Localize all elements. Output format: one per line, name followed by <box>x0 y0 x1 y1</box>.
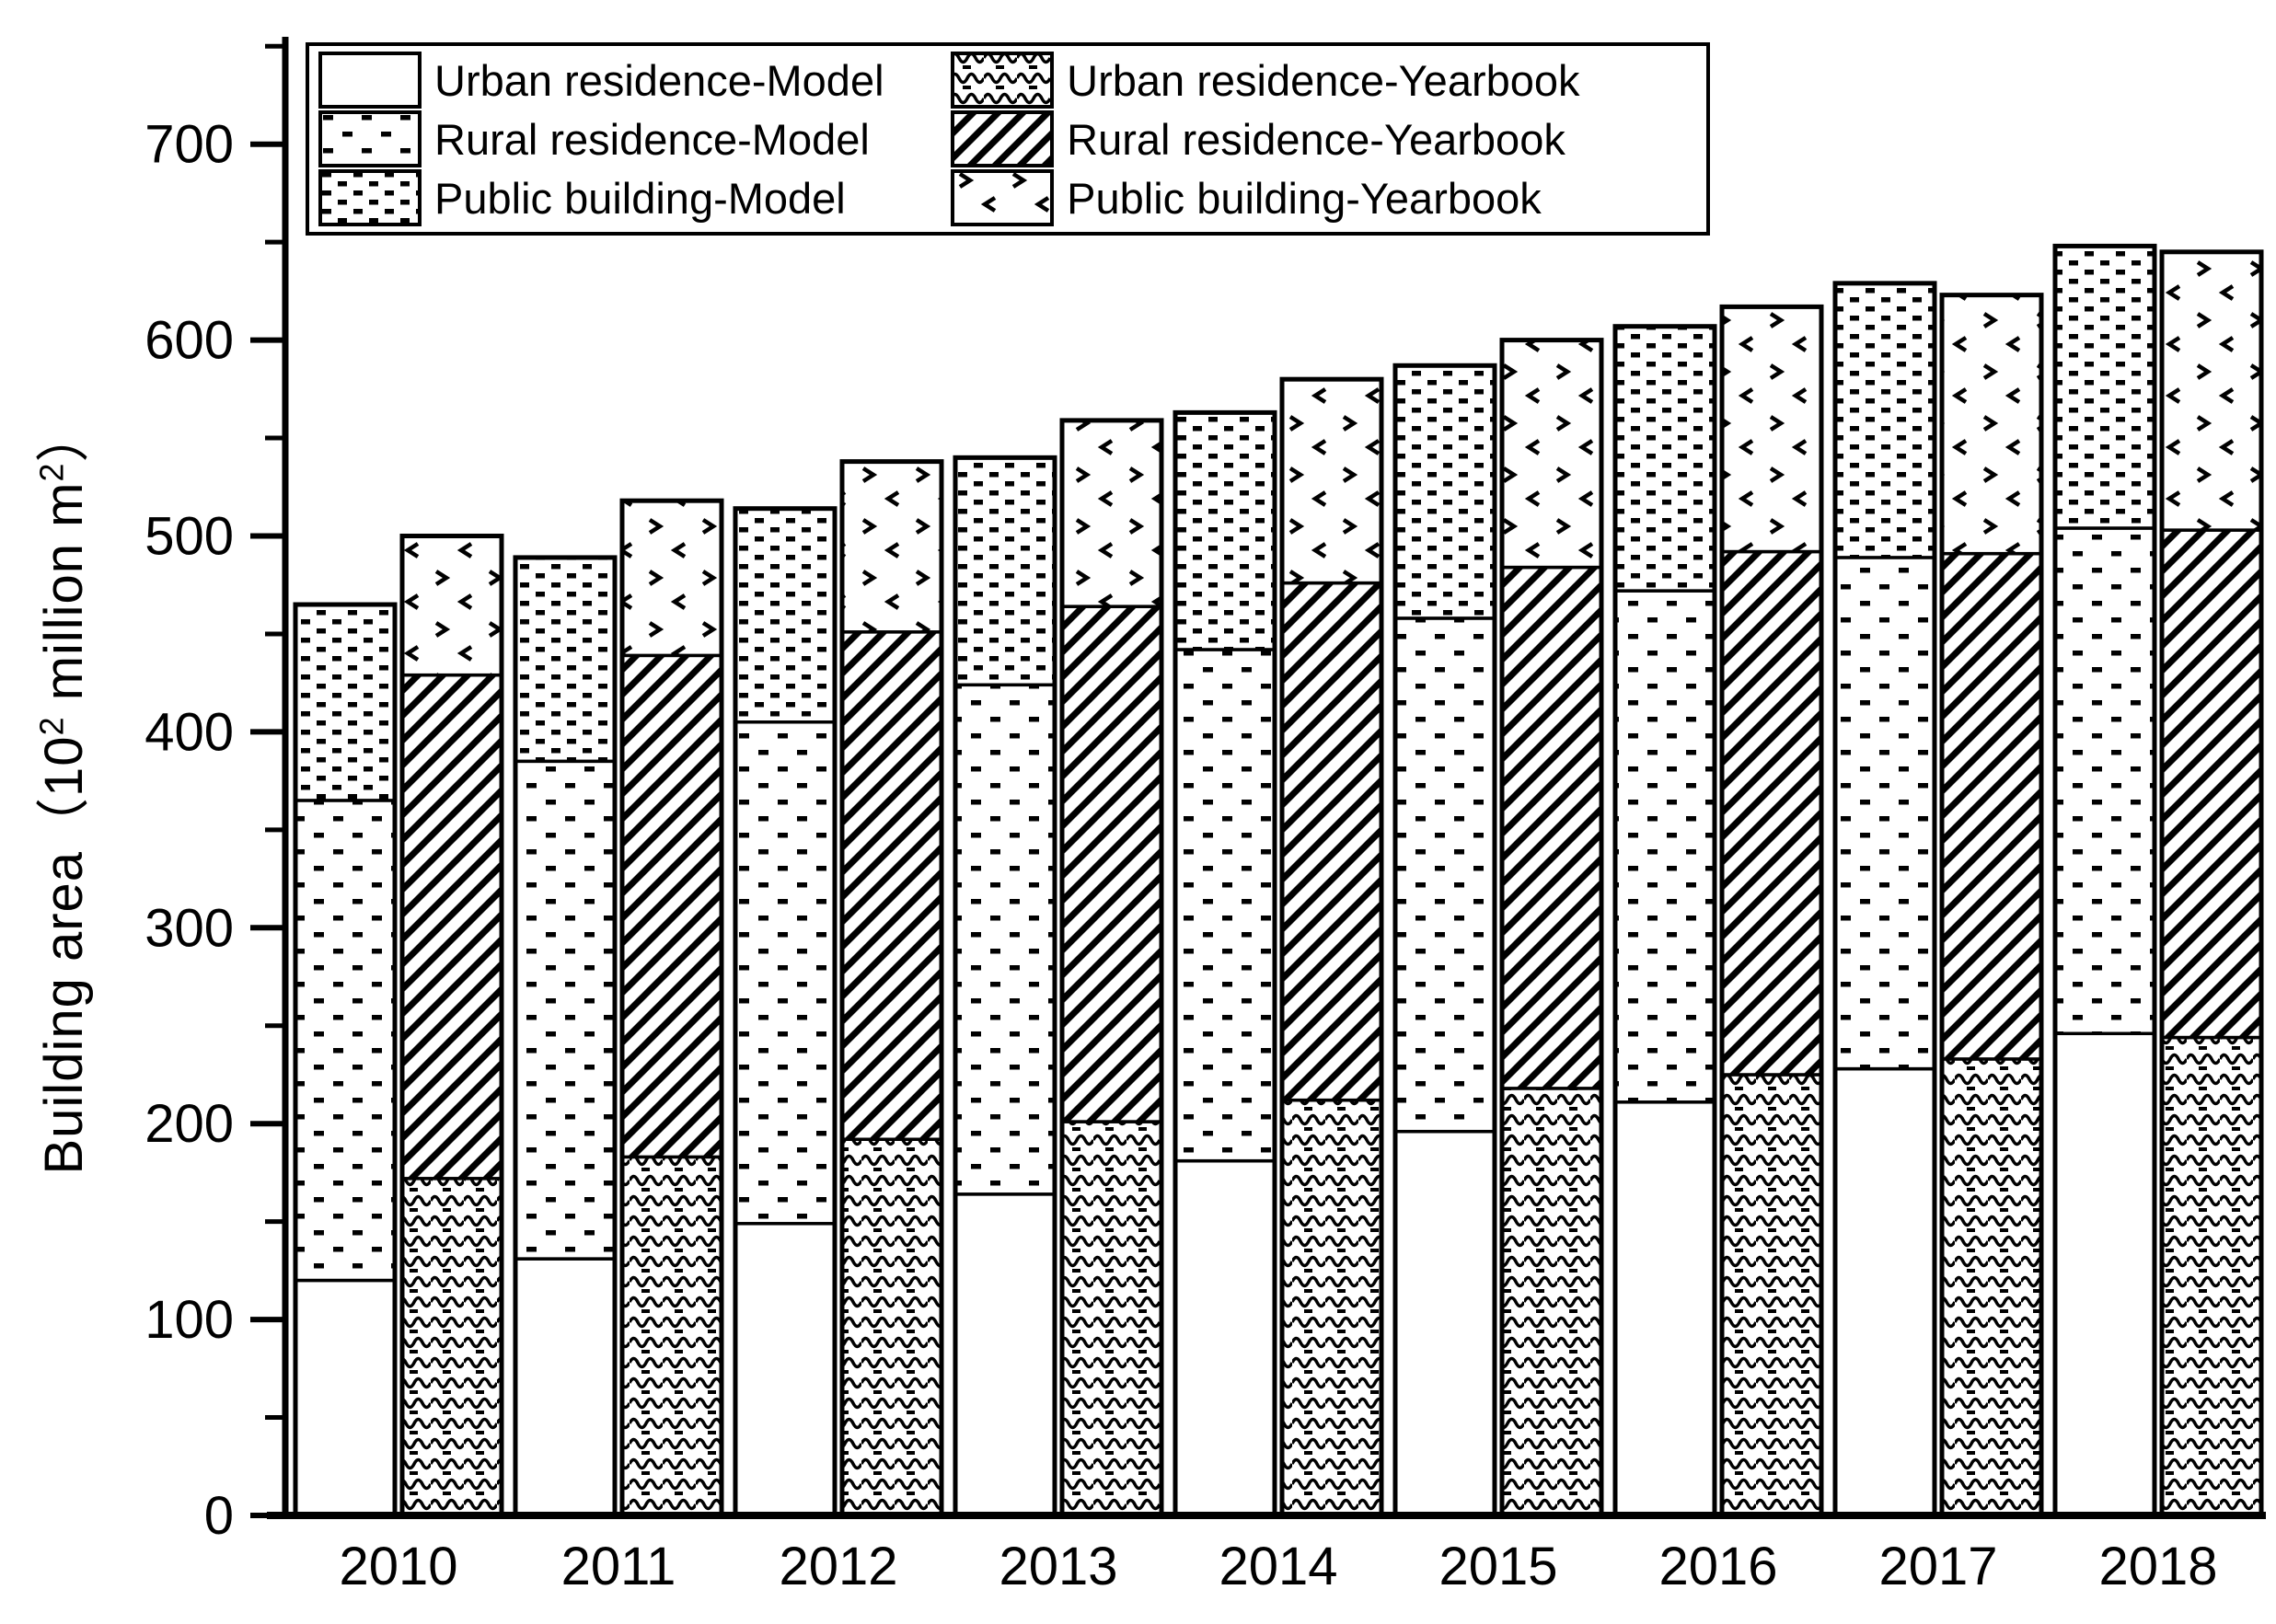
bar-segment <box>953 455 1057 687</box>
bar-segment <box>953 1192 1057 1517</box>
legend-item-rural-residence-model: Rural residence-Model <box>318 110 951 167</box>
x-tick-label: 2018 <box>2098 1537 2217 1596</box>
x-tick-label: 2015 <box>1438 1537 1557 1596</box>
bar-segment <box>1613 1100 1716 1517</box>
bar-segment <box>620 1155 723 1517</box>
bar-segment <box>1060 419 1163 608</box>
bar-segment <box>1393 363 1496 620</box>
bar-segment <box>400 534 503 677</box>
bar-segment <box>1173 648 1277 1163</box>
bar-segment <box>514 1257 617 1517</box>
bar-segment <box>734 1222 837 1517</box>
bar-segment <box>840 459 943 634</box>
legend-label: Public building-Model <box>434 173 846 223</box>
bar-segment <box>1940 293 2043 556</box>
bar-segment <box>734 506 837 724</box>
legend-swatch-dense-dots-icon <box>318 169 422 226</box>
bar-segment <box>1393 616 1496 1134</box>
bar-segment <box>1500 338 1603 570</box>
legend: Urban residence-Model Rural residence-Mo… <box>306 42 1710 236</box>
bar-segment <box>1280 581 1383 1102</box>
y-tick-label: 400 <box>144 702 234 762</box>
bar-segment <box>1833 556 1936 1071</box>
y-tick-label: 700 <box>144 115 234 175</box>
bar-segment <box>1720 305 1823 554</box>
bar-segment <box>2053 244 2156 530</box>
legend-item-urban-residence-model: Urban residence-Model <box>318 52 951 109</box>
bar-segment <box>294 603 397 802</box>
bar-segment <box>2053 1031 2156 1517</box>
legend-item-rural-residence-yearbook: Rural residence-Yearbook <box>951 110 1697 167</box>
bar-segment <box>1720 549 1823 1077</box>
bar-segment <box>734 720 837 1226</box>
y-tick-label: 200 <box>144 1094 234 1154</box>
bar-segment <box>1060 605 1163 1123</box>
bar-segment <box>1500 1087 1603 1517</box>
y-tick-label: 300 <box>144 898 234 958</box>
bar-segment <box>2053 526 2156 1036</box>
bar-segment <box>1613 589 1716 1104</box>
legend-swatch-waves-icon <box>951 52 1055 109</box>
legend-item-public-building-model: Public building-Model <box>318 169 951 226</box>
bar-segment <box>294 799 397 1283</box>
legend-swatch-chevrons-icon <box>951 169 1055 226</box>
bar-segment <box>514 556 617 764</box>
y-axis-title-sup: 2 <box>32 716 71 736</box>
legend-label: Urban residence-Model <box>434 55 884 105</box>
legend-label: Urban residence-Yearbook <box>1067 55 1580 105</box>
bar-segment <box>1280 1098 1383 1517</box>
bar-segment <box>400 673 503 1181</box>
bar-segment <box>1720 1073 1823 1517</box>
legend-swatch-sparse-dots-icon <box>318 110 422 167</box>
bar-segment <box>1060 1120 1163 1517</box>
y-axis-title-text: Building area（10 <box>34 735 94 1175</box>
bar-segment <box>840 630 943 1141</box>
bar-segment <box>620 653 723 1159</box>
bar-segment <box>1173 410 1277 651</box>
bar-segment <box>1613 324 1716 593</box>
bar-segment <box>1500 565 1603 1090</box>
bar-segment <box>620 499 723 658</box>
y-tick-label: 100 <box>144 1290 234 1350</box>
x-tick-label: 2012 <box>779 1537 897 1596</box>
legend-item-public-building-yearbook: Public building-Yearbook <box>951 169 1697 226</box>
bar-segment <box>514 759 617 1261</box>
bar-segment <box>1833 1066 1936 1517</box>
legend-swatch-solid-white-icon <box>318 52 422 109</box>
y-tick-label: 500 <box>144 507 234 567</box>
x-tick-label: 2014 <box>1219 1537 1337 1596</box>
bar-segment <box>1280 377 1383 585</box>
bar-segment <box>1940 1057 2043 1517</box>
x-tick-label: 2011 <box>561 1537 676 1596</box>
legend-swatch-diagonal-hatch-icon <box>951 110 1055 167</box>
bar-segment <box>294 1278 397 1517</box>
legend-label: Rural residence-Model <box>434 114 870 164</box>
bar-segment <box>2160 528 2263 1040</box>
bar-segment <box>2160 250 2263 532</box>
x-tick-label: 2013 <box>999 1537 1117 1596</box>
x-tick-label: 2016 <box>1658 1537 1777 1596</box>
x-tick-label: 2017 <box>1878 1537 1997 1596</box>
bar-segment <box>1393 1129 1496 1517</box>
x-tick-label: 2010 <box>339 1537 457 1596</box>
y-tick-label: 600 <box>144 311 234 371</box>
legend-label: Public building-Yearbook <box>1067 173 1542 223</box>
legend-label: Rural residence-Yearbook <box>1067 114 1565 164</box>
bar-segment <box>1173 1158 1277 1517</box>
bar-segment <box>1833 282 1936 559</box>
bar-segment <box>2160 1035 2263 1517</box>
bar-segment <box>400 1177 503 1517</box>
bar-segment <box>953 683 1057 1196</box>
bar-segment <box>840 1137 943 1517</box>
bar-segment <box>1940 551 2043 1061</box>
y-tick-label: 0 <box>204 1486 234 1546</box>
y-axis-title: Building area（102 million m2） <box>32 408 94 1175</box>
legend-item-urban-residence-yearbook: Urban residence-Yearbook <box>951 52 1697 109</box>
